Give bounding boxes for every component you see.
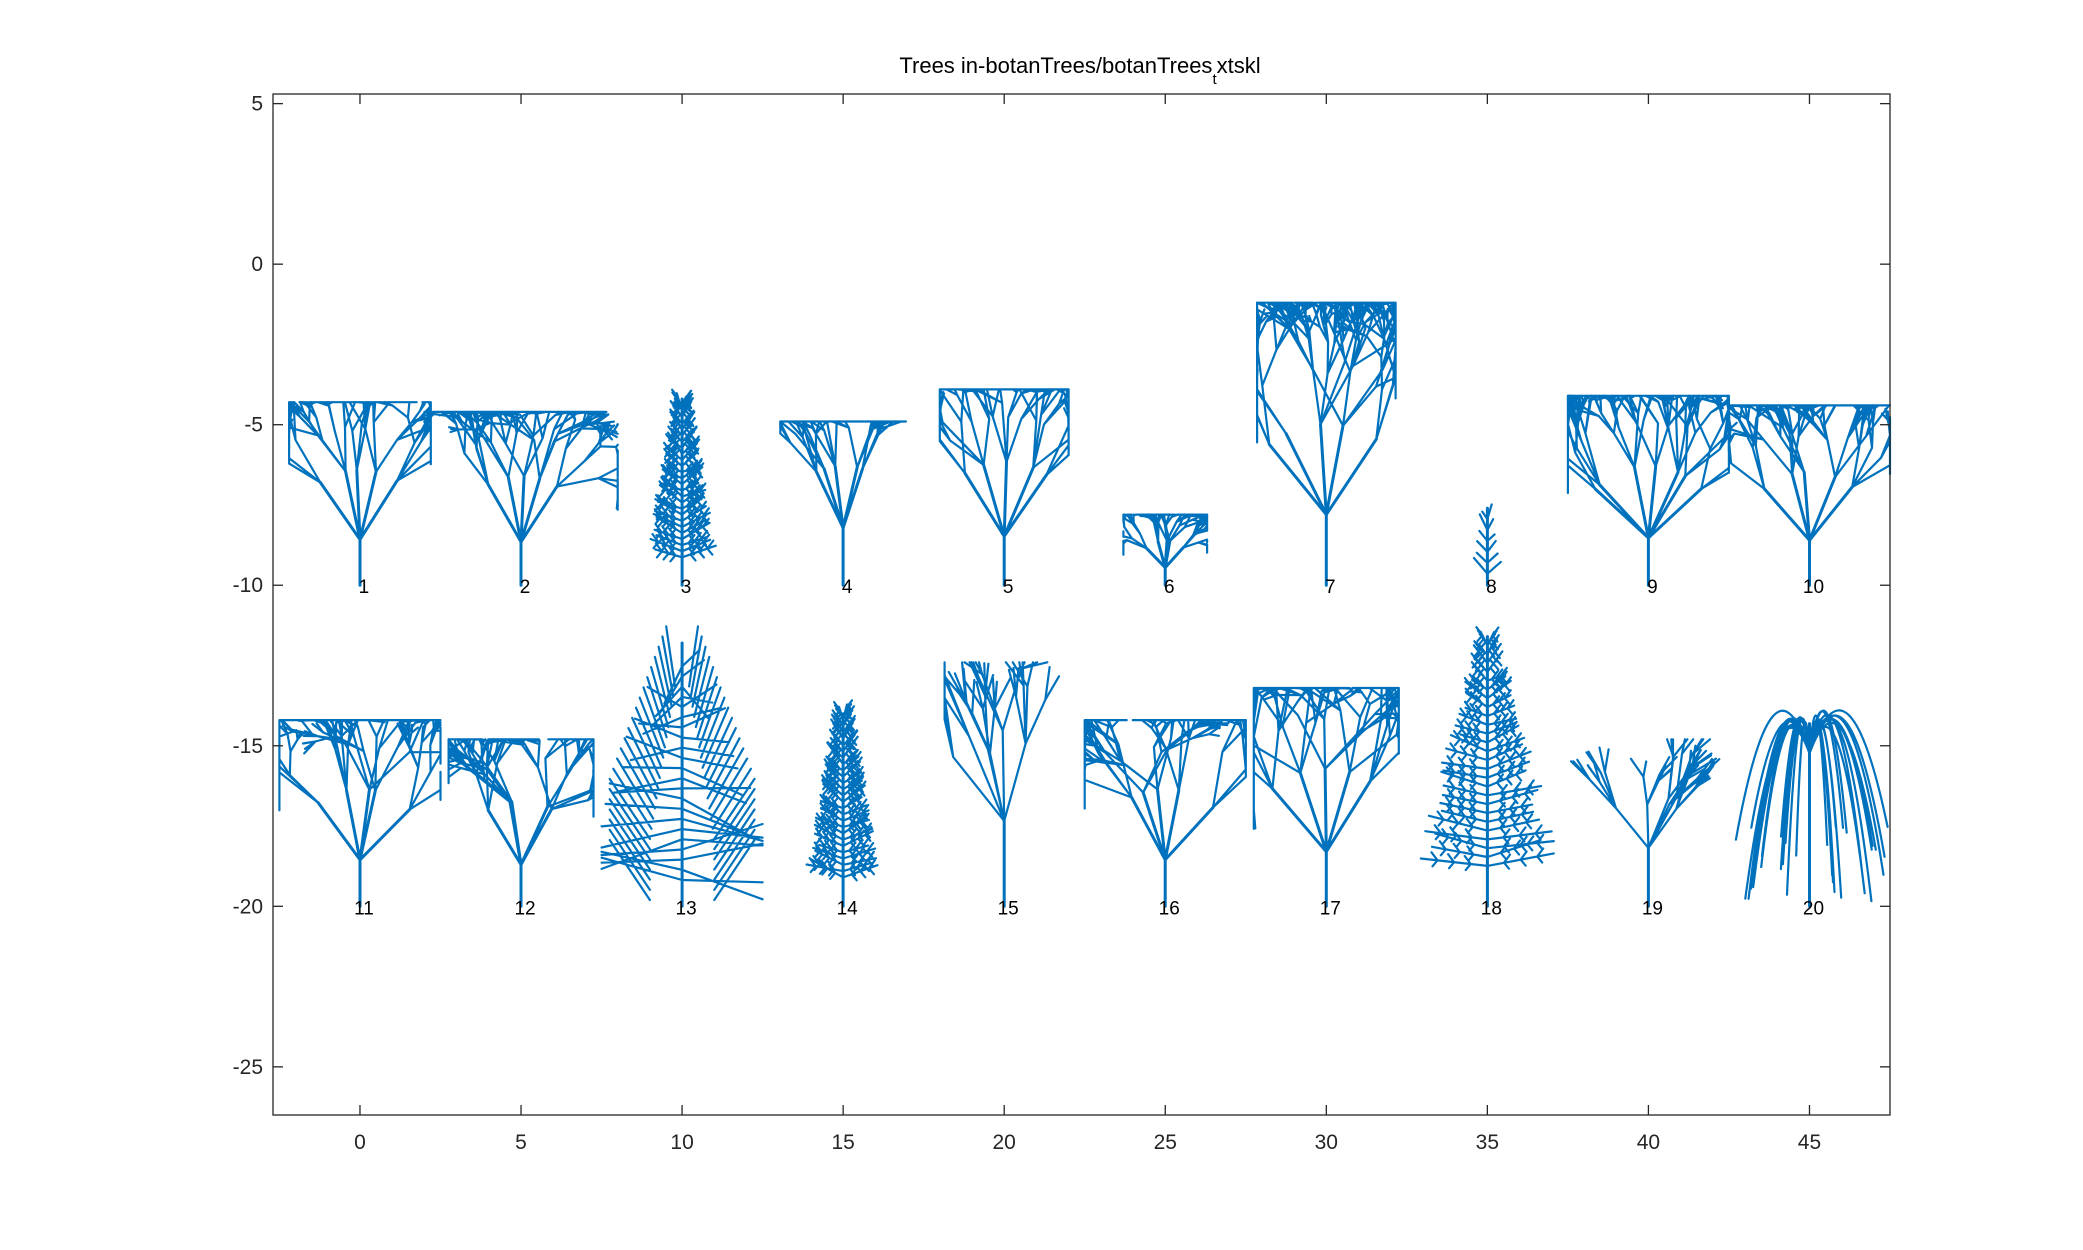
tree-trunk bbox=[814, 464, 864, 587]
tree-branches bbox=[1570, 738, 1721, 849]
tree-branches bbox=[943, 661, 1061, 822]
y-tick-label: -15 bbox=[233, 735, 263, 758]
tree-branches bbox=[1083, 719, 1247, 810]
tree-5: 5 bbox=[938, 388, 1070, 598]
x-tick-label: 10 bbox=[670, 1131, 693, 1154]
tree-branches bbox=[288, 401, 432, 484]
tree-4: 4 bbox=[779, 420, 907, 598]
tree-trunk bbox=[316, 788, 412, 908]
tree-label: 1 bbox=[359, 577, 370, 598]
tree-label: 8 bbox=[1486, 577, 1497, 598]
tree-16: 16 bbox=[1083, 719, 1247, 919]
tree-branches bbox=[1727, 404, 1892, 490]
y-tick-label: -10 bbox=[233, 574, 263, 597]
tree-label: 16 bbox=[1159, 898, 1180, 919]
x-tick-label: 0 bbox=[354, 1131, 366, 1154]
tree-label: 17 bbox=[1320, 898, 1341, 919]
x-tick-label: 20 bbox=[993, 1131, 1016, 1154]
title-subscript: t bbox=[1212, 71, 1217, 88]
tree-label: 7 bbox=[1325, 577, 1336, 598]
tree-19: 19 bbox=[1570, 738, 1721, 919]
tree-branches bbox=[1566, 394, 1730, 495]
x-tick-label: 30 bbox=[1315, 1131, 1338, 1154]
tree-label: 19 bbox=[1642, 898, 1663, 919]
tree-trunk bbox=[486, 474, 559, 587]
chart-title: Trees in-botanTrees/botanTreestxtskl bbox=[899, 53, 1260, 88]
tree-branches bbox=[779, 420, 907, 473]
tree-13: 13 bbox=[600, 625, 764, 919]
tree-branches bbox=[1734, 709, 1889, 903]
tree-trunk bbox=[1270, 767, 1372, 908]
tree-20: 20 bbox=[1734, 709, 1889, 919]
tree-label: 20 bbox=[1803, 898, 1824, 919]
y-tick-label: 5 bbox=[251, 93, 263, 116]
title-main: Trees in-botanTrees/botanTrees bbox=[899, 53, 1212, 78]
tree-label: 4 bbox=[842, 577, 853, 598]
tree-11: 11 bbox=[278, 719, 442, 919]
tree-branches bbox=[600, 625, 764, 902]
tree-7: 7 bbox=[1256, 301, 1397, 598]
tree-branches bbox=[278, 719, 442, 812]
tree-label: 18 bbox=[1481, 898, 1502, 919]
tree-15: 15 bbox=[943, 661, 1061, 919]
tree-9: 9 bbox=[1566, 394, 1730, 598]
tree-label: 12 bbox=[514, 898, 535, 919]
tree-branches bbox=[423, 410, 619, 511]
tree-3: 3 bbox=[649, 388, 717, 598]
tree-label: 3 bbox=[681, 577, 692, 598]
tree-10: 10 bbox=[1727, 404, 1892, 598]
x-tick-label: 40 bbox=[1637, 1131, 1660, 1154]
tree-label: 14 bbox=[837, 898, 859, 919]
tree-branches bbox=[1256, 301, 1397, 446]
plot-frame bbox=[272, 93, 1891, 1116]
x-tick-label: 45 bbox=[1798, 1131, 1821, 1154]
title-suffix: xtskl bbox=[1217, 53, 1261, 78]
tree-label: 6 bbox=[1164, 577, 1175, 598]
tree-label: 9 bbox=[1647, 577, 1658, 598]
tree-8: 8 bbox=[1472, 503, 1502, 598]
tree-branches bbox=[1252, 686, 1400, 830]
tree-12: 12 bbox=[447, 738, 595, 919]
y-tick-label: -20 bbox=[233, 895, 263, 918]
tree-branches bbox=[447, 738, 595, 818]
tree-label: 11 bbox=[354, 898, 374, 919]
tree-17: 17 bbox=[1252, 686, 1400, 919]
tree-label: 10 bbox=[1803, 577, 1824, 598]
x-tick-label: 25 bbox=[1154, 1131, 1177, 1154]
x-tick-label: 15 bbox=[831, 1131, 854, 1154]
tree-label: 13 bbox=[676, 898, 697, 919]
tree-trunk bbox=[963, 460, 1048, 587]
tree-18: 18 bbox=[1419, 626, 1555, 919]
tree-trunk bbox=[486, 800, 554, 908]
y-tick-label: 0 bbox=[251, 253, 263, 276]
tree-1: 1 bbox=[288, 401, 432, 598]
tree-trunk bbox=[1145, 539, 1185, 587]
y-tick-label: -25 bbox=[233, 1056, 263, 1079]
tree-label: 2 bbox=[520, 577, 531, 598]
tree-label: 5 bbox=[1003, 577, 1014, 598]
x-tick-label: 35 bbox=[1476, 1131, 1499, 1154]
tree-branches bbox=[649, 388, 717, 563]
tree-14: 14 bbox=[805, 699, 879, 919]
tree-trunk bbox=[318, 468, 399, 587]
y-tick-label: -5 bbox=[244, 414, 263, 437]
tree-trunk bbox=[1267, 422, 1378, 587]
tree-6: 6 bbox=[1122, 513, 1209, 598]
tree-trunk bbox=[1593, 464, 1703, 587]
tree-trunk bbox=[1762, 470, 1854, 587]
tree-trunk bbox=[1130, 787, 1215, 908]
tree-branches bbox=[1472, 503, 1502, 575]
tree-label: 15 bbox=[998, 898, 1019, 919]
tree-branches bbox=[805, 699, 879, 882]
tree-2: 2 bbox=[423, 410, 619, 598]
tree-branches bbox=[1122, 513, 1209, 556]
tree-branches bbox=[1419, 626, 1555, 872]
x-tick-label: 5 bbox=[515, 1131, 527, 1154]
tree-branches bbox=[938, 388, 1070, 477]
